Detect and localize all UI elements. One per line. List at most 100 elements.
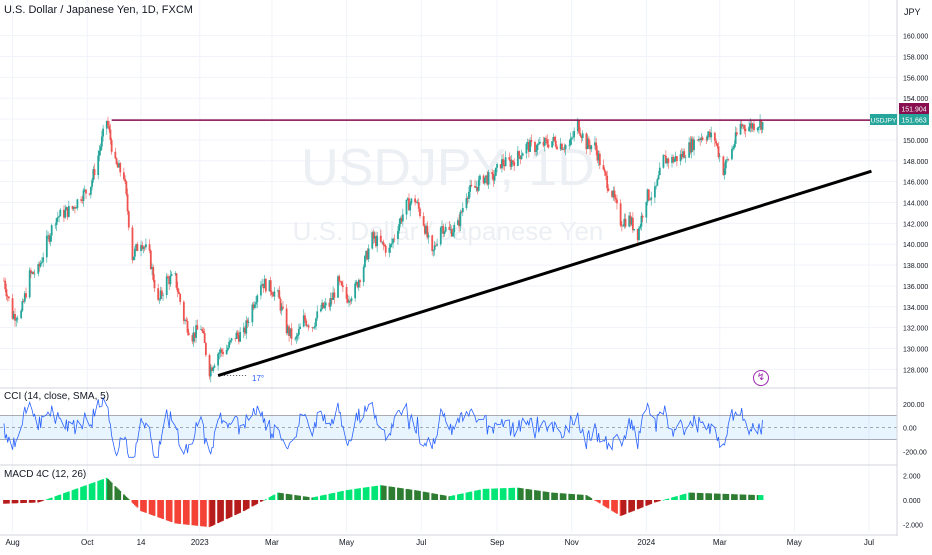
macd-bar [572,494,574,500]
macd-bar [297,495,300,500]
candle-body [441,226,443,228]
candle-body [195,325,197,338]
macd-bar [700,493,703,500]
candle-body [160,290,163,296]
candle-body [538,141,541,144]
macd-bar [673,496,676,500]
symbol-badge: USDJPY 151.663 [870,114,929,125]
macd-bar [66,491,69,500]
candle-body [12,314,15,319]
macd-bar [22,500,25,503]
candle-body [700,137,703,141]
macd-bar [603,500,606,507]
macd-bar [530,489,533,500]
x-tick-label: May [787,538,802,547]
candle-body [66,207,69,217]
macd-bar [401,488,404,500]
macd-bar [450,495,453,500]
candle-body [589,144,591,150]
cci-pane [0,396,897,458]
macd-bar [432,493,435,500]
macd-bar [3,500,5,504]
macd-bar [332,493,335,500]
macd-bar [135,500,138,507]
candle-body [170,274,173,276]
x-tick-label: Sep [490,538,505,547]
candle-body [356,282,359,288]
macd-bar [362,487,365,500]
candle-body [23,293,26,302]
candle-body [218,352,221,354]
macd-bar [616,500,618,514]
macd-bar [228,500,231,518]
macd-bar [245,500,248,510]
macd-bar [47,498,49,500]
macd-bar [12,500,15,504]
candle-body [65,207,68,211]
candle-body [185,319,188,322]
candle-body [115,158,118,165]
candle-body [672,156,675,162]
macd-bar [475,490,478,500]
macd-bar [509,487,512,500]
candle-body [162,295,164,296]
candle-body [470,184,473,186]
macd-bar [696,492,699,500]
candle-body [278,290,281,299]
candle-body [32,271,35,274]
macd-bar [371,486,374,500]
macd-bar [723,493,726,500]
candle-body [750,123,753,129]
macd-bar [760,495,763,500]
macd-bar [115,487,118,500]
macd-bar [526,489,529,500]
candle-body [76,199,79,208]
macd-bar [203,500,206,527]
macd-bar [242,500,245,512]
macd-bar [349,489,352,500]
macd-bar [229,500,232,518]
candle-body [255,302,257,305]
candle-body [279,298,282,311]
macd-bar [160,500,163,519]
candle-body [676,156,678,162]
candle-body [110,140,113,152]
macd-bar [410,489,413,500]
lightning-icon[interactable]: ↯ [753,370,769,386]
candle-body [324,302,327,306]
candle-body [45,235,48,258]
candle-body [74,206,76,209]
macd-bar [71,490,74,500]
macd-bar [339,491,342,500]
macd-bar [179,500,182,524]
candle-body [83,189,86,191]
candle-body [75,207,78,209]
macd-bar [100,479,103,500]
macd-bar [272,495,275,500]
candle-body [208,355,211,377]
candle-body [761,122,764,130]
macd-bar [116,488,119,500]
candle-body [545,138,547,140]
macd-bar [85,485,87,500]
macd-bar [551,492,554,500]
candle-body [393,238,396,240]
resistance-badge: 151.904 [899,103,929,114]
macd-bar [586,495,589,500]
candle-body [501,159,503,169]
candle-body [282,306,284,309]
macd-bar [397,487,399,500]
macd-bar [42,500,45,501]
y-tick-label: 132.000 [903,326,928,333]
macd-bar [392,486,394,500]
candle-body [262,283,265,289]
svg-text:USDJPY: USDJPY [871,118,897,125]
macd-bar [510,487,513,500]
macd-bar [653,500,656,503]
candle-body [476,186,479,191]
candle-body [328,302,331,307]
macd-bar [605,500,607,508]
candle-body [273,291,276,297]
candle-body [733,143,736,148]
